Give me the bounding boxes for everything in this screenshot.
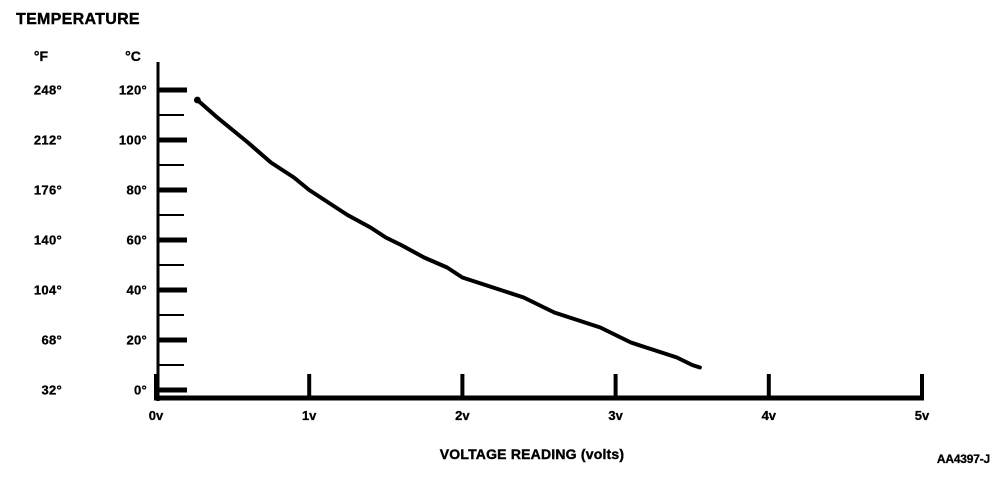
x-tick-label: 4v [761,408,777,423]
y-axis-unit-celsius: °C [125,48,141,64]
y-tick-label-fahrenheit: 248° [33,82,62,98]
x-tick-label: 1v [301,408,317,423]
y-tick-label-fahrenheit: 140° [33,232,62,248]
y-tick-label-celsius: 40° [126,282,147,298]
y-axis-unit-fahrenheit: °F [33,48,49,64]
x-tick-label: 5v [914,408,930,423]
chart-title: TEMPERATURE [16,11,140,28]
y-tick-label-celsius: 60° [126,232,147,248]
x-tick-label: 3v [608,408,623,423]
temperature-curve [195,98,702,370]
y-tick-label-celsius: 20° [126,332,147,348]
y-tick-label-celsius: 80° [126,182,147,198]
x-axis-title: VOLTAGE READING (volts) [439,446,625,462]
y-tick-label-fahrenheit: 32° [41,382,62,398]
y-tick-label-fahrenheit: 212° [33,132,62,148]
y-tick-label-fahrenheit: 68° [41,332,62,348]
x-tick-label: 0v [148,408,164,423]
curve-start-point [193,96,201,104]
y-tick-label-celsius: 120° [118,82,147,98]
figure-code: AA4397-J [936,452,991,466]
y-tick-label-celsius: 100° [118,132,147,148]
y-tick-label-celsius: 0° [133,382,147,398]
x-tick-label: 2v [455,408,470,423]
y-tick-label-fahrenheit: 176° [33,182,62,198]
y-tick-label-fahrenheit: 104° [33,282,62,298]
